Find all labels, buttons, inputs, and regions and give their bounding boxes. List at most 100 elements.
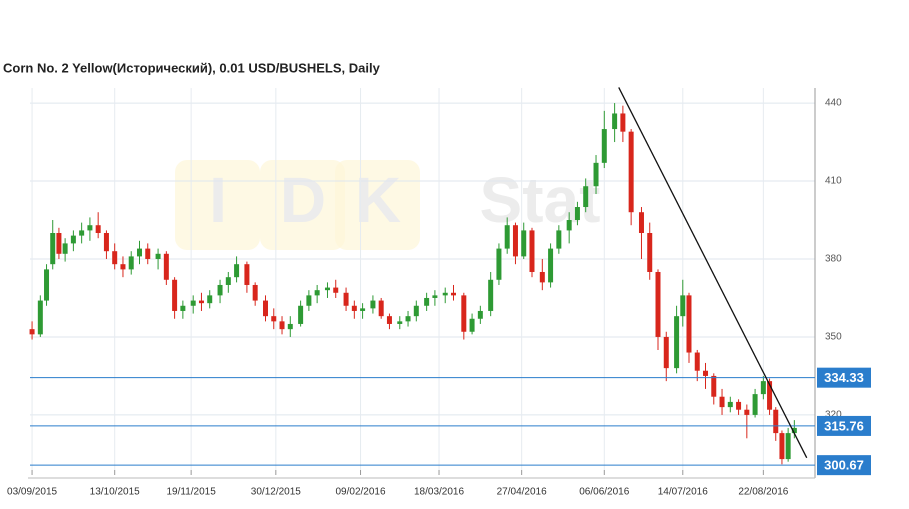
candle-body — [324, 287, 330, 291]
candle-body — [252, 284, 258, 301]
y-tick-label: 380 — [825, 254, 842, 265]
x-tick-label: 19/11/2015 — [166, 487, 216, 498]
candle-body — [601, 129, 607, 163]
candle-body — [744, 409, 750, 415]
x-tick-label: 03/09/2015 — [7, 487, 57, 498]
candle-body — [62, 243, 68, 254]
candle-body — [145, 248, 151, 259]
candle-body — [163, 253, 169, 280]
candle-body — [103, 233, 109, 252]
level-label: 334.33 — [824, 370, 864, 385]
candle-body — [779, 433, 785, 460]
watermark-text: I — [209, 164, 227, 236]
candle-body — [360, 308, 366, 311]
candle-body — [271, 316, 277, 322]
candle-body — [736, 401, 742, 410]
candle-body — [593, 162, 599, 187]
x-tick-label: 13/10/2015 — [90, 487, 140, 498]
candle-body — [548, 248, 554, 283]
level-label-box — [817, 415, 871, 436]
candle-body — [785, 433, 791, 460]
candle-body — [306, 295, 312, 306]
chart-title: Corn No. 2 Yellow(Исторический), 0.01 US… — [3, 60, 381, 75]
watermark-text: Stat — [480, 164, 601, 236]
y-tick-label: 440 — [825, 98, 842, 109]
candle-body — [180, 305, 186, 311]
candle-body — [612, 113, 618, 130]
level-label: 315.76 — [824, 418, 864, 433]
candle-body — [719, 396, 725, 408]
candle-body — [29, 329, 35, 335]
x-tick-label: 22/08/2016 — [738, 487, 788, 498]
level-label-box — [817, 455, 871, 476]
candle-body — [504, 225, 510, 249]
candle-body — [120, 264, 126, 270]
candle-body — [529, 230, 535, 272]
candle-body — [343, 292, 349, 306]
candle-body — [432, 295, 438, 298]
candle-body — [655, 271, 661, 337]
candle-body — [791, 427, 797, 434]
candle-body — [234, 264, 240, 278]
candle-body — [172, 279, 178, 311]
candle-body — [424, 297, 430, 306]
candle-body — [628, 131, 634, 213]
candle-body — [87, 225, 93, 231]
y-tick-label: 410 — [825, 176, 842, 187]
candle-body — [694, 352, 700, 371]
candle-body — [647, 233, 653, 272]
candle-body — [469, 318, 475, 332]
candle-body — [263, 300, 268, 317]
candle-body — [767, 381, 773, 410]
trend-line — [618, 87, 808, 459]
candle-body — [351, 305, 357, 311]
x-tick-label: 14/07/2016 — [658, 487, 708, 498]
candle-body — [583, 186, 589, 208]
candle-body — [287, 323, 293, 330]
candle-body — [155, 253, 161, 259]
candle-body — [711, 375, 717, 397]
candle-body — [190, 300, 196, 306]
candle-body — [37, 300, 43, 335]
candle-body — [50, 233, 56, 265]
candle-body — [386, 316, 392, 324]
watermark-text: K — [355, 164, 401, 236]
candle-body — [566, 220, 572, 231]
level-label-box — [817, 367, 871, 388]
candle-body — [370, 300, 376, 309]
candle-body — [461, 295, 467, 332]
candle-body — [620, 113, 626, 132]
candle-body — [136, 248, 142, 257]
candle-body — [773, 409, 779, 434]
candle-body — [44, 269, 50, 301]
candle-body — [674, 316, 680, 369]
watermark-box — [335, 160, 420, 250]
candle-body — [477, 310, 483, 319]
candle-body — [727, 401, 733, 408]
candle-body — [539, 271, 545, 283]
candle-body — [703, 370, 709, 376]
candle-body — [333, 287, 339, 293]
candle-body — [752, 394, 758, 415]
candle-body — [128, 256, 134, 270]
x-tick-label: 30/12/2015 — [251, 487, 301, 498]
candle-body — [413, 305, 419, 317]
candle-body — [638, 212, 644, 234]
candle-body — [521, 230, 527, 257]
candle-body — [225, 277, 231, 285]
candle-body — [556, 230, 562, 249]
candle-body — [70, 235, 76, 244]
x-tick-label: 18/03/2016 — [414, 487, 464, 498]
y-tick-label: 350 — [825, 332, 842, 343]
candle-body — [405, 316, 411, 322]
candle-body — [397, 321, 403, 324]
candle-body — [512, 225, 518, 257]
candle-body — [680, 295, 686, 317]
candle-body — [378, 300, 384, 317]
candle-body — [442, 292, 448, 296]
candle-body — [686, 295, 692, 353]
level-label: 300.67 — [824, 458, 864, 473]
candle-body — [663, 336, 669, 369]
candle-body — [298, 305, 304, 324]
